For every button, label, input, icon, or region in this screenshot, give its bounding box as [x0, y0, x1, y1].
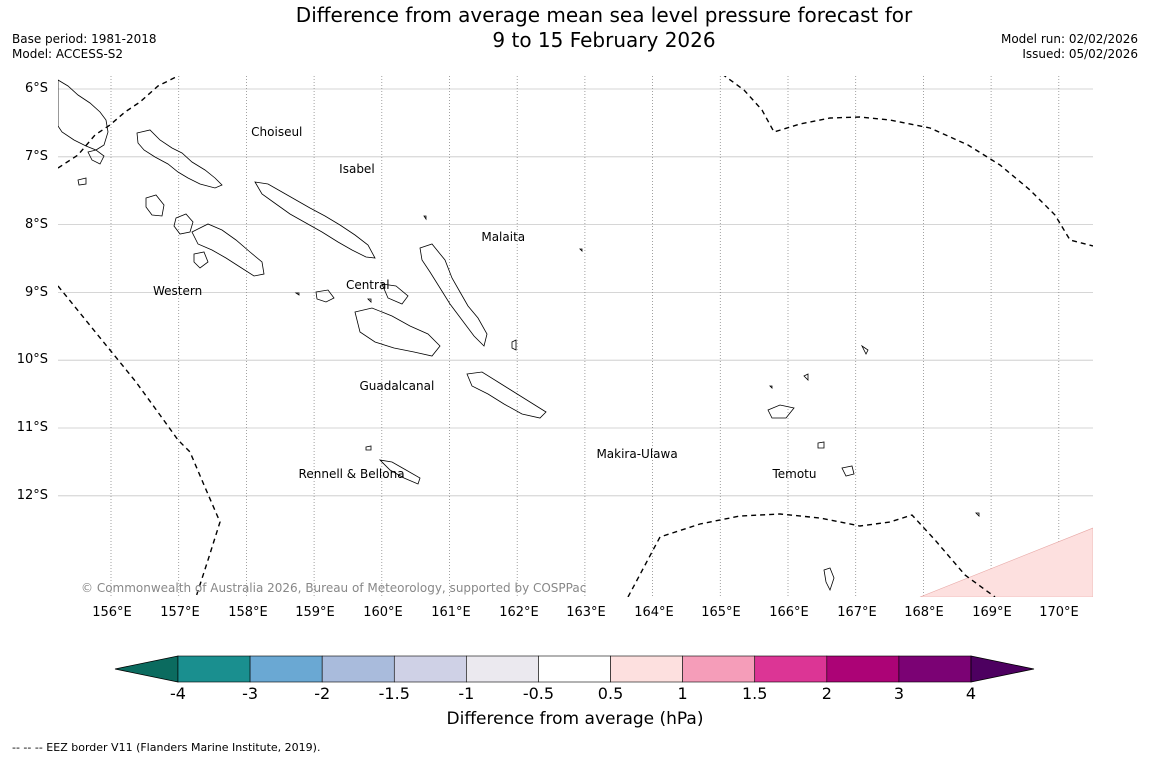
lon-label: 161°E	[431, 605, 471, 620]
lat-label: 11°S	[16, 420, 48, 435]
lon-label: 160°E	[363, 605, 403, 620]
region-label: Rennell & Bellona	[298, 467, 405, 482]
base-period: Base period: 1981-2018	[12, 32, 157, 46]
tikopia-coast	[823, 567, 835, 592]
coastlines	[58, 79, 980, 592]
lon-label: 167°E	[837, 605, 877, 620]
santa-cruz-coast	[767, 404, 795, 419]
region-label: Malaita	[481, 230, 526, 245]
florida-islands-coast	[315, 289, 335, 303]
footnote: -- -- -- EEZ border V11 (Flanders Marine…	[12, 741, 321, 754]
gridlines	[58, 76, 1093, 597]
colorbar-tick-label: -0.5	[522, 684, 555, 703]
latitude-gridlines	[58, 88, 1093, 497]
choiseul-coast	[136, 129, 223, 189]
lon-label: 169°E	[972, 605, 1012, 620]
eez-border-png-north	[58, 76, 180, 169]
bellona-coast	[365, 445, 372, 451]
colorbar-title: Difference from average (hPa)	[446, 709, 704, 729]
lat-label: 7°S	[24, 149, 48, 164]
vella-lavella-coast	[145, 194, 165, 217]
region-label: Isabel	[339, 162, 375, 177]
model-name: Model: ACCESS-S2	[12, 47, 124, 61]
makira-coast	[466, 371, 547, 419]
rennell-coast	[378, 459, 421, 485]
colorbar-tick-label: -1	[458, 684, 475, 703]
lat-label: 8°S	[24, 217, 48, 232]
lon-label: 158°E	[228, 605, 268, 620]
guadalcanal-coast	[354, 307, 441, 357]
region-label: Central	[345, 277, 390, 292]
eez-border-vanuatu-north	[723, 76, 1093, 247]
lon-label: 164°E	[634, 605, 674, 620]
colorbar-tick-label: 2	[821, 684, 832, 703]
reef-islands-coast	[769, 344, 869, 389]
new-georgia-coast	[191, 223, 265, 277]
eez-border-png-west	[58, 285, 221, 597]
colorbar-tick-label: -2	[314, 684, 331, 703]
region-label: Makira-Ulawa	[596, 447, 678, 462]
bougainville-south-coast	[87, 149, 105, 165]
lon-label: 159°E	[295, 605, 335, 620]
map-area	[58, 76, 1093, 597]
small-islets-coast	[294, 215, 980, 517]
lon-label: 165°E	[701, 605, 741, 620]
lon-label: 166°E	[769, 605, 809, 620]
region-label: Guadalcanal	[359, 379, 435, 394]
colorbar-tick-label: 3	[893, 684, 904, 703]
lon-label: 168°E	[904, 605, 944, 620]
eez-borders	[58, 76, 1093, 597]
lon-label: 163°E	[566, 605, 606, 620]
title-line-1: Difference from average mean sea level p…	[295, 3, 913, 27]
kolombangara-coast	[173, 213, 194, 235]
lon-label: 162°E	[499, 605, 539, 620]
longitude-gridlines	[110, 76, 1060, 597]
eez-border-south	[627, 513, 996, 597]
lat-label: 6°S	[24, 81, 48, 96]
russell-islands-coast	[381, 283, 409, 305]
shortland-coast	[77, 177, 87, 186]
lon-label: 170°E	[1039, 605, 1079, 620]
region-label: Temotu	[772, 467, 817, 482]
lat-label: 10°S	[16, 352, 48, 367]
colorbar-tick-label: -3	[242, 684, 259, 703]
colorbar-tick-label: 1.5	[741, 684, 768, 703]
model-run: Model run: 02/02/2026	[1000, 32, 1138, 46]
lat-label: 9°S	[24, 285, 48, 300]
malaita-coast	[419, 243, 488, 347]
lon-label: 157°E	[160, 605, 200, 620]
colorbar-tick-label: -1.5	[378, 684, 410, 703]
anomaly-shading	[919, 527, 1093, 597]
region-label: Western	[153, 284, 203, 299]
lat-label: 12°S	[16, 488, 48, 503]
copyright-notice: © Commonwealth of Australia 2026, Bureau…	[81, 581, 587, 595]
colorbar-tick-label: 1	[677, 684, 688, 703]
isabel-coast	[254, 181, 376, 259]
colorbar-tick-label: -4	[170, 684, 186, 703]
colorbar-tick-label: 4	[965, 684, 977, 703]
rendova-coast	[193, 251, 209, 269]
colorbar-tick-label: 0.5	[597, 684, 624, 703]
utupua-coast	[817, 441, 825, 449]
issued-date: Issued: 05/02/2026	[1022, 47, 1138, 61]
vanikoro-coast	[841, 465, 855, 477]
title-line-2: 9 to 15 February 2026	[492, 28, 716, 52]
ulawa-coast	[511, 339, 517, 351]
region-label: Choiseul	[251, 125, 303, 140]
bougainville-coast	[58, 79, 109, 151]
lon-label: 156°E	[92, 605, 132, 620]
